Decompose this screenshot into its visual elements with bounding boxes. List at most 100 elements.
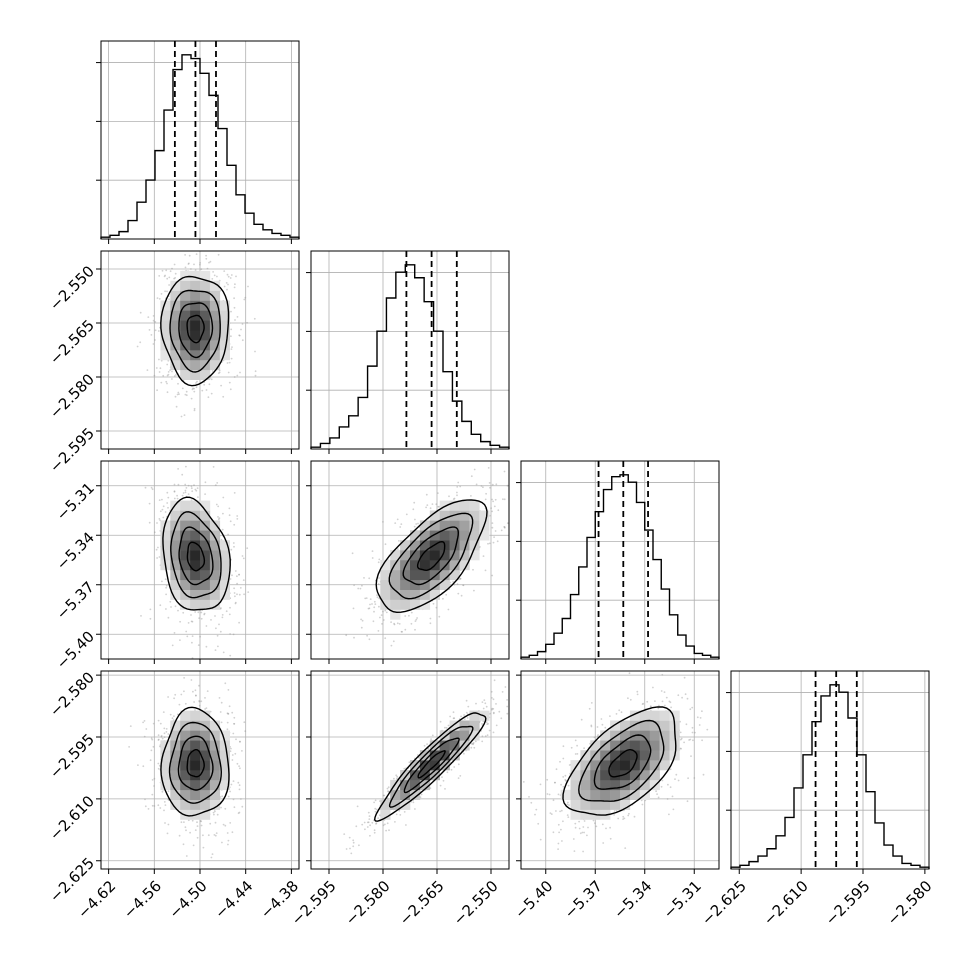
scatter-point [487,734,489,736]
scatter-point [228,276,230,278]
scatter-point [170,270,172,272]
scatter-point [161,735,163,737]
scatter-point [222,614,224,616]
scatter-point [376,594,378,596]
scatter-point [147,316,149,318]
scatter-point [473,747,475,749]
scatter-point [231,346,233,348]
scatter-point [349,848,351,850]
scatter-point [158,739,160,741]
scatter-point [234,595,236,597]
scatter-point [153,746,155,748]
scatter-point [369,824,371,826]
scatter-point [426,504,428,506]
scatter-point [457,593,459,595]
scatter-point [162,270,164,272]
scatter-point [415,619,417,621]
scatter-point [214,615,216,617]
scatter-point [374,829,376,831]
scatter-point [174,632,176,634]
scatter-point [177,610,179,612]
scatter-point [158,734,160,736]
scatter-point [175,273,177,275]
density-cell [190,271,200,281]
scatter-point [459,486,461,488]
density-cell [479,511,489,521]
scatter-point [233,723,235,725]
scatter-point [140,312,142,314]
scatter-point [158,330,160,332]
scatter-point [203,847,205,849]
scatter-point [159,499,161,501]
scatter-point [229,822,231,824]
scatter-point [232,754,234,756]
scatter-point [369,604,371,606]
density-cell [190,550,200,560]
scatter-point [448,725,450,727]
scatter-point [242,323,244,325]
scatter-point [241,806,243,808]
scatter-point [383,795,385,797]
scatter-point [227,722,229,724]
scatter-point [233,634,235,636]
scatter-point [485,570,487,572]
scatter-point [238,812,240,814]
scatter-point [373,620,375,622]
scatter-point [364,822,366,824]
scatter-point [227,712,229,714]
scatter-point [369,815,371,817]
scatter-point [198,700,200,702]
scatter-point [444,788,446,790]
scatter-point [154,531,156,533]
scatter-point [176,406,178,408]
scatter-point [494,679,496,681]
scatter-point [383,824,385,826]
scatter-point [179,835,181,837]
scatter-point [475,703,477,705]
density-cell [180,320,190,330]
scatter-point [174,498,176,500]
scatter-point [164,275,166,277]
scatter-point [170,714,172,716]
hist-panel-1 [306,251,509,454]
scatter-point [234,287,236,289]
scatter-point [246,547,248,549]
scatter-point [128,746,130,748]
density-cell [190,291,200,301]
scatter-point [502,691,504,693]
scatter-point [197,837,199,839]
scatter-point [361,627,363,629]
scatter-point [393,640,395,642]
scatter-point [222,529,224,531]
scatter-point [204,708,206,710]
scatter-point [166,492,168,494]
scatter-point [368,812,370,814]
scatter-point [415,523,417,525]
scatter-point [163,810,165,812]
scatter-point [151,739,153,741]
density-cell [420,570,430,580]
scatter-point [158,768,160,770]
scatter-point [195,829,197,831]
scatter-point [475,741,477,743]
scatter-point [362,620,364,622]
scatter-point [190,614,192,616]
scatter-point [216,276,218,278]
scatter-point [236,593,238,595]
scatter-point [370,598,372,600]
scatter-point [374,603,376,605]
scatter-point [373,611,375,613]
scatter-point [361,824,363,826]
scatter-point [430,738,432,740]
scatter-point [384,610,386,612]
scatter-point [484,702,486,704]
scatter-point [191,679,193,681]
scatter-point [167,696,169,698]
density-cell [190,590,200,600]
scatter-point [160,723,162,725]
scatter-point [223,270,225,272]
scatter-point [163,728,165,730]
scatter-point [222,617,224,619]
density-cell [460,520,470,530]
scatter-point [255,375,257,377]
